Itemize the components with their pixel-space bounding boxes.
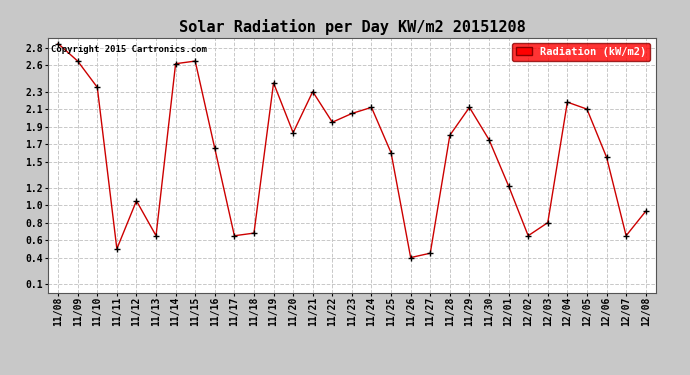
- Title: Solar Radiation per Day KW/m2 20151208: Solar Radiation per Day KW/m2 20151208: [179, 19, 525, 35]
- Legend: Radiation (kW/m2): Radiation (kW/m2): [512, 43, 650, 61]
- Text: Copyright 2015 Cartronics.com: Copyright 2015 Cartronics.com: [51, 45, 207, 54]
